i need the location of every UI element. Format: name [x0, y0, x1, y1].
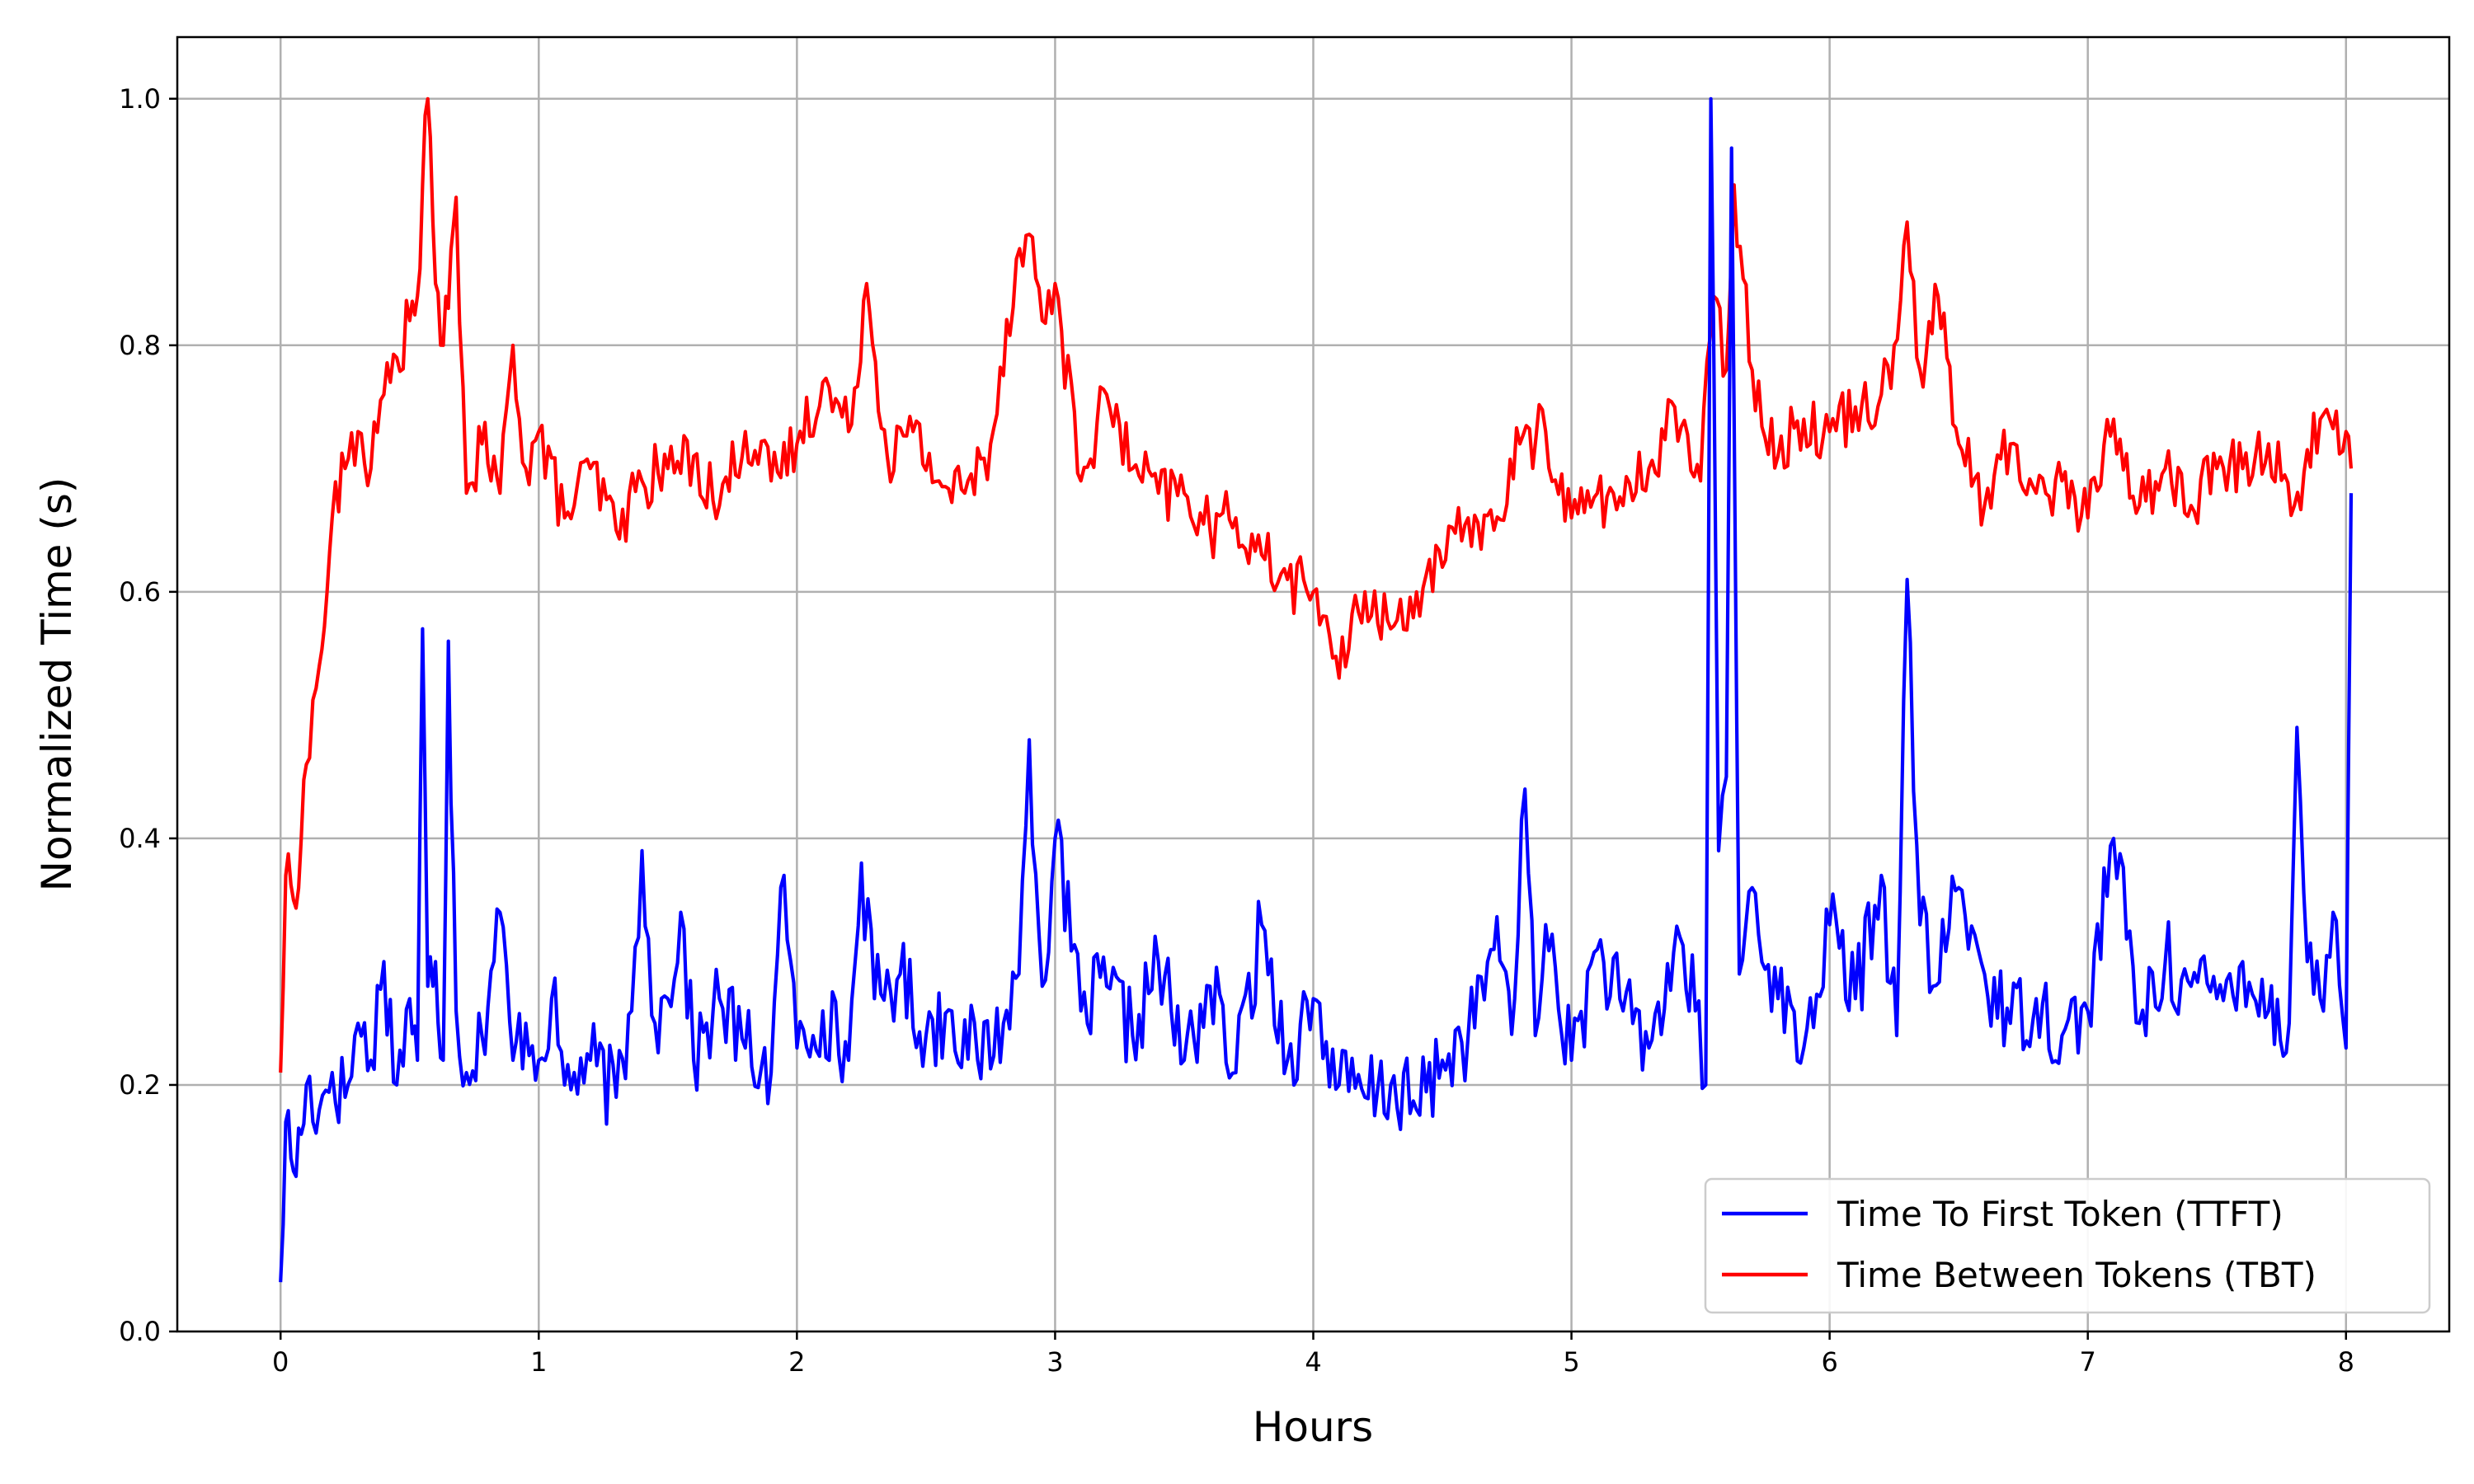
x-tick-label: 6: [1821, 1346, 1837, 1378]
series-layer: [279, 96, 2354, 1283]
legend-box: [1704, 1177, 2431, 1314]
y-tick-label: 0.4: [119, 823, 161, 854]
axis-ticks: 0 1 2 3 4 5 6 7 8 0.0 0.2 0.4 0.6 0.8 1.0: [119, 83, 2354, 1378]
y-tick-label: 0.6: [119, 576, 161, 608]
x-tick-label: 2: [788, 1346, 805, 1378]
y-tick-label: 0.8: [119, 330, 161, 361]
y-tick-label: 0.2: [119, 1069, 161, 1101]
series-line-tbt: [279, 96, 2354, 1073]
y-tick-label: 0.0: [119, 1316, 161, 1347]
y-tick-label: 1.0: [119, 83, 161, 115]
legend: Time To First Token (TTFT) Time Between …: [1704, 1177, 2431, 1314]
x-tick-label: 0: [272, 1346, 289, 1378]
x-tick-label: 5: [1563, 1346, 1579, 1378]
x-axis-label: Hours: [1253, 1403, 1373, 1451]
x-tick-label: 7: [2080, 1346, 2096, 1378]
x-tick-label: 1: [530, 1346, 547, 1378]
y-axis-label: Normalized Time (s): [33, 477, 81, 892]
legend-label-ttft: Time To First Token (TTFT): [1837, 1194, 2284, 1234]
x-tick-label: 4: [1305, 1346, 1321, 1378]
legend-label-tbt: Time Between Tokens (TBT): [1837, 1255, 2316, 1295]
series-line-ttft: [279, 96, 2354, 1283]
x-tick-label: 8: [2338, 1346, 2354, 1378]
x-tick-label: 3: [1047, 1346, 1063, 1378]
